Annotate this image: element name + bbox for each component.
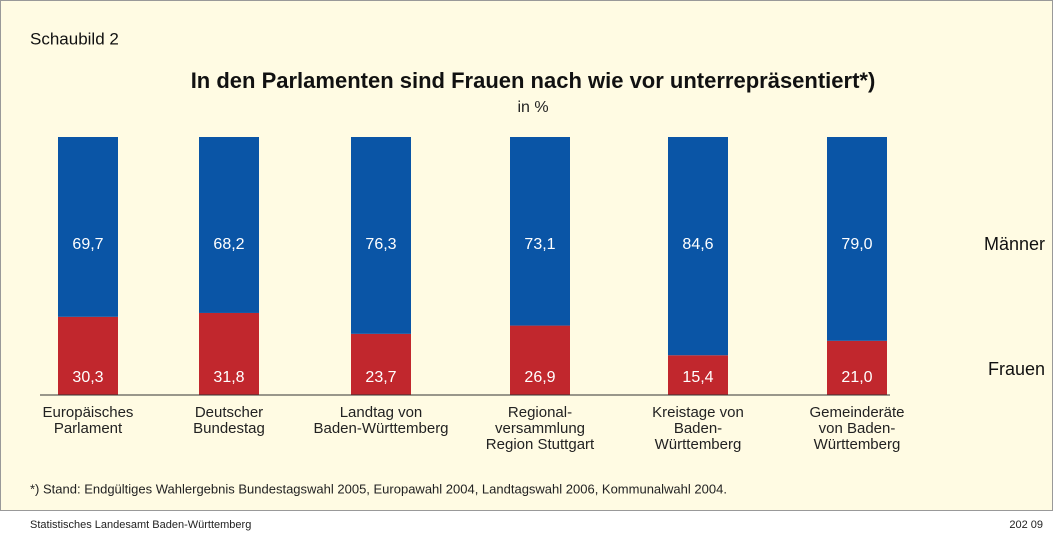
bar-segment xyxy=(199,137,259,313)
bar-segment xyxy=(827,137,887,341)
bar-segment xyxy=(510,325,570,395)
footnote: *) Stand: Endgültiges Wahlergebnis Bunde… xyxy=(30,481,727,496)
source: Statistisches Landesamt Baden-Württember… xyxy=(30,519,251,531)
value-label: 69,7 xyxy=(72,236,103,253)
value-label: 31,8 xyxy=(213,369,244,386)
value-label: 26,9 xyxy=(524,369,555,386)
value-label: 84,6 xyxy=(682,236,713,253)
legend-label: Männer xyxy=(984,234,1045,254)
x-tick-label: Kreistage von Baden- Württemberg xyxy=(652,404,744,453)
chart-title: In den Parlamenten sind Frauen nach wie … xyxy=(191,68,876,93)
x-tick-label: Regional- versammlung Region Stuttgart xyxy=(485,404,595,453)
bar-segment xyxy=(351,333,411,395)
value-label: 30,3 xyxy=(72,369,103,386)
x-tick-label: Gemeinderäte von Baden- Württemberg xyxy=(809,404,905,453)
x-tick-label: Deutscher Bundestag xyxy=(193,404,265,437)
value-label: 73,1 xyxy=(524,236,555,253)
x-tick-label: Landtag von Baden-Württemberg xyxy=(313,404,449,437)
bar-segment xyxy=(199,312,259,395)
code: 202 09 xyxy=(1009,519,1043,531)
value-label: 15,4 xyxy=(682,369,713,386)
legend-label: Frauen xyxy=(988,359,1045,379)
bar-segment xyxy=(668,355,728,395)
bar-segment xyxy=(827,340,887,395)
value-label: 23,7 xyxy=(365,369,396,386)
value-label: 76,3 xyxy=(365,236,396,253)
bar-segment xyxy=(351,137,411,334)
subtitle: in % xyxy=(517,99,548,116)
chart-label: Schaubild 2 xyxy=(30,29,119,48)
value-label: 21,0 xyxy=(841,369,872,386)
bar-segment xyxy=(58,137,118,317)
value-label: 68,2 xyxy=(213,236,244,253)
value-label: 79,0 xyxy=(841,236,872,253)
x-tick-label: Europäisches Parlament xyxy=(42,404,134,437)
bar-segment xyxy=(58,316,118,395)
bar-segment xyxy=(668,137,728,356)
bar-segment xyxy=(510,137,570,326)
